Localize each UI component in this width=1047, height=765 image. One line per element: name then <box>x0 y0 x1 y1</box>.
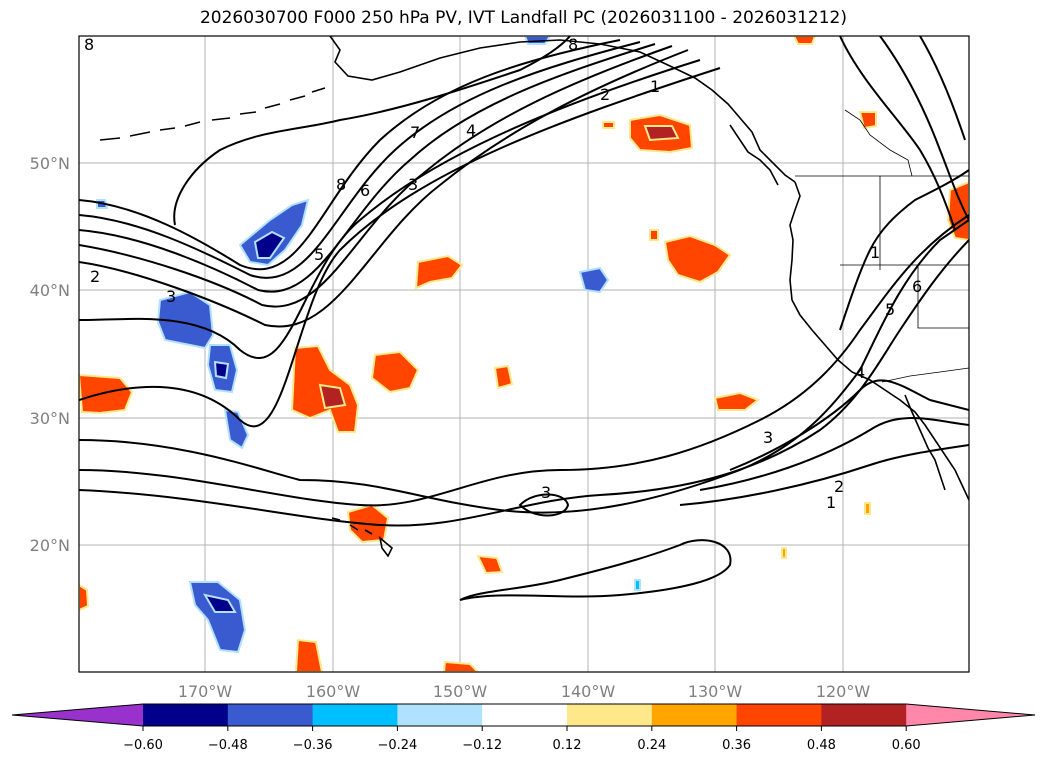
contour-label: 8 <box>84 35 94 54</box>
contour-label: 3 <box>541 483 551 502</box>
map-frame <box>78 35 970 673</box>
colorbar-segment <box>567 704 653 726</box>
lon-label: 170°W <box>178 682 233 701</box>
lat-label: 30°N <box>30 409 70 428</box>
contour-label: 2 <box>834 477 844 496</box>
contour-label: 7 <box>410 123 420 142</box>
lat-label: 50°N <box>30 154 70 173</box>
contour-label: 6 <box>912 277 922 296</box>
colorbar: −0.60 −0.48 −0.36 −0.24 −0.12 0.12 0.24 0.36 0.4… <box>11 703 1036 753</box>
contour-label: 2 <box>600 85 610 104</box>
contour-label: 3 <box>166 287 176 306</box>
colorbar-tick-label: 0.24 <box>637 738 666 753</box>
contour-label: 6 <box>360 181 370 200</box>
colorbar-tick-label: −0.12 <box>462 738 502 753</box>
map-title: 2026030700 F000 250 hPa PV, IVT Landfall… <box>199 8 847 28</box>
colorbar-tick-label: 0.36 <box>722 738 751 753</box>
colorbar-segment <box>651 704 738 726</box>
contour-label: 5 <box>314 245 324 264</box>
latitude-labels: 50°N 40°N 30°N 20°N <box>30 154 70 555</box>
lat-label: 20°N <box>30 536 70 555</box>
contour-label: 1 <box>870 243 880 262</box>
longitude-labels: 170°W 160°W 150°W 140°W 130°W 120°W <box>178 682 871 701</box>
colorbar-segment <box>143 704 229 726</box>
lon-label: 150°W <box>433 682 488 701</box>
contour-label: 3 <box>763 428 773 447</box>
pv-negative-anomalies <box>96 36 641 654</box>
lon-label: 120°W <box>816 682 871 701</box>
colorbar-tick-label: −0.60 <box>123 738 163 753</box>
colorbar-tick-label: −0.48 <box>208 738 248 753</box>
colorbar-tick-label: 0.12 <box>553 738 582 753</box>
colorbar-segment <box>736 704 822 726</box>
lon-label: 160°W <box>306 682 361 701</box>
contour-label: 3 <box>408 175 418 194</box>
lat-label: 40°N <box>30 281 70 300</box>
colorbar-tick-label: −0.24 <box>377 738 417 753</box>
colorbar-tick-label: −0.36 <box>293 738 333 753</box>
contour-label: 4 <box>466 121 476 140</box>
colorbar-segment <box>482 704 568 726</box>
colorbar-segment <box>227 704 314 726</box>
colorbar-extend-max <box>906 704 1035 726</box>
contour-label: 1 <box>826 493 836 512</box>
contour-label: 8 <box>336 175 346 194</box>
contour-label: 2 <box>90 267 100 286</box>
contour-labels: 8 2 1 7 4 8 6 3 5 2 3 1 6 5 4 3 3 2 1 8 <box>84 35 922 512</box>
colorbar-tick-label: 0.60 <box>892 738 921 753</box>
colorbar-tick-label: 0.48 <box>807 738 836 753</box>
colorbar-extend-min <box>12 704 143 726</box>
lon-label: 130°W <box>688 682 743 701</box>
colorbar-segment <box>397 704 483 726</box>
lon-label: 140°W <box>561 682 616 701</box>
colorbar-segment <box>821 704 907 726</box>
contour-label: 4 <box>855 363 865 382</box>
contour-label: 5 <box>885 300 895 319</box>
contour-label: 1 <box>650 77 660 96</box>
ivt-contours <box>79 36 969 601</box>
colorbar-segment <box>312 704 398 726</box>
contour-label: 8 <box>568 35 578 54</box>
map-panel <box>79 36 969 672</box>
